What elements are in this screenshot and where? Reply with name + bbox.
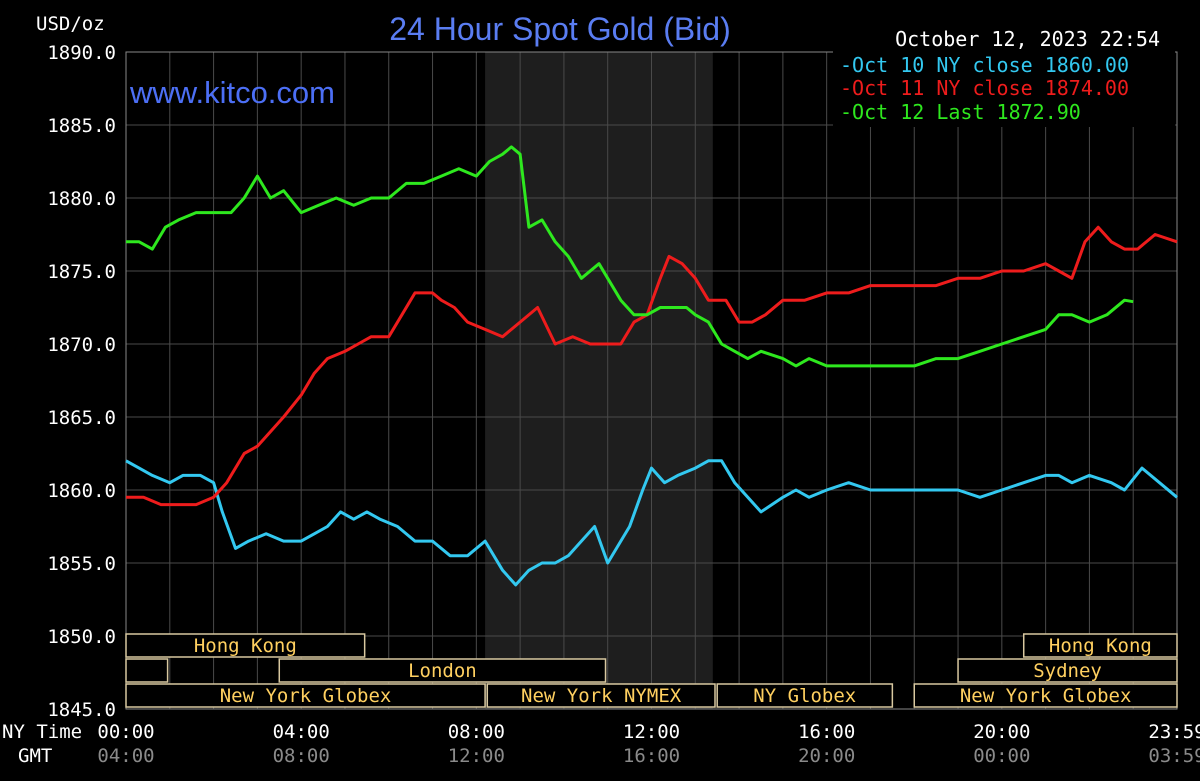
chart-timestamp: October 12, 2023 22:54 bbox=[895, 27, 1160, 51]
legend-entry-oct11: -Oct 11 NY close 1874.00 bbox=[840, 76, 1129, 100]
gmt-tick-label: 20:00 bbox=[798, 745, 855, 767]
plot-frame bbox=[125, 51, 1178, 710]
session-bar bbox=[278, 658, 607, 683]
y-tick-label: 1845.0 bbox=[47, 699, 116, 721]
session-bar bbox=[1022, 633, 1178, 658]
y-tick-label: 1850.0 bbox=[47, 626, 116, 648]
session-bar bbox=[716, 683, 894, 708]
y-tick-label: 1890.0 bbox=[47, 42, 116, 64]
session-bar bbox=[125, 683, 486, 708]
ny-time-tick-label: 12:00 bbox=[623, 721, 680, 743]
ny-time-label: NY Time bbox=[2, 721, 82, 743]
session-label: New York NYMEX bbox=[521, 685, 682, 707]
session-label: NY Globex bbox=[753, 685, 856, 707]
session-label: New York Globex bbox=[220, 685, 392, 707]
session-bar bbox=[125, 633, 366, 658]
ny-time-tick-label: 04:00 bbox=[273, 721, 330, 743]
gmt-tick-label: 08:00 bbox=[273, 745, 330, 767]
y-tick-label: 1865.0 bbox=[47, 407, 116, 429]
legend-entry-oct10: -Oct 10 NY close 1860.00 bbox=[840, 53, 1129, 77]
ny-time-tick-label: 20:00 bbox=[973, 721, 1030, 743]
trading-sessions: Hong Kong London New York Globex New York N… bbox=[125, 633, 1178, 708]
gmt-tick-label: 03:59 bbox=[1148, 745, 1200, 767]
gmt-tick-label: 12:00 bbox=[448, 745, 505, 767]
legend-entry-oct12: -Oct 12 Last 1872.90 bbox=[840, 100, 1081, 124]
series-line-0 bbox=[125, 459, 1178, 587]
y-tick-label: 1880.0 bbox=[47, 188, 116, 210]
y-tick-label: 1855.0 bbox=[47, 553, 116, 575]
y-tick-label: 1875.0 bbox=[47, 261, 116, 283]
legend-label-oct11: Oct 11 NY close 1874.00 bbox=[852, 76, 1129, 100]
chart-title: 24 Hour Spot Gold (Bid) bbox=[389, 11, 731, 47]
session-bar bbox=[125, 658, 169, 683]
ny-time-tick-label: 08:00 bbox=[448, 721, 505, 743]
legend: -Oct 10 NY close 1860.00 -Oct 11 NY clos… bbox=[833, 51, 1175, 127]
gmt-label: GMT bbox=[18, 745, 52, 767]
legend-label-oct10: Oct 10 NY close 1860.00 bbox=[852, 53, 1129, 77]
gmt-tick-label: 04:00 bbox=[97, 745, 154, 767]
nymex-shaded-region bbox=[485, 52, 713, 709]
ny-time-tick-label: 23:59 bbox=[1148, 721, 1200, 743]
x-axis: 00:0004:0004:0008:0008:0012:0012:0016:00… bbox=[97, 721, 1200, 767]
ny-time-tick-label: 16:00 bbox=[798, 721, 855, 743]
legend-box bbox=[833, 51, 1175, 127]
y-tick-label: 1860.0 bbox=[47, 480, 116, 502]
series-line-2 bbox=[126, 145, 1134, 368]
y-axis: 1890.0 1885.0 1880.0 1875.0 1870.0 1865.0 1860… bbox=[47, 42, 116, 721]
session-label: London bbox=[408, 660, 477, 682]
watermark: www.kitco.com bbox=[129, 75, 335, 110]
session-bar bbox=[913, 683, 1178, 708]
ny-time-tick-label: 00:00 bbox=[97, 721, 154, 743]
legend-label-oct12: Oct 12 Last 1872.90 bbox=[852, 100, 1081, 124]
y-tick-label: 1870.0 bbox=[47, 334, 116, 356]
session-label: Hong Kong bbox=[1049, 635, 1152, 657]
series-lines bbox=[125, 145, 1178, 587]
session-label: Sydney bbox=[1033, 660, 1102, 682]
y-axis-unit-label: USD/oz bbox=[36, 13, 105, 35]
y-tick-label: 1885.0 bbox=[47, 115, 116, 137]
session-label: Hong Kong bbox=[194, 635, 297, 657]
gmt-tick-label: 00:00 bbox=[973, 745, 1030, 767]
session-bar bbox=[957, 658, 1178, 683]
series-line-1 bbox=[126, 225, 1178, 507]
session-label: New York Globex bbox=[960, 685, 1132, 707]
gmt-tick-label: 16:00 bbox=[623, 745, 680, 767]
session-bar bbox=[486, 683, 716, 708]
